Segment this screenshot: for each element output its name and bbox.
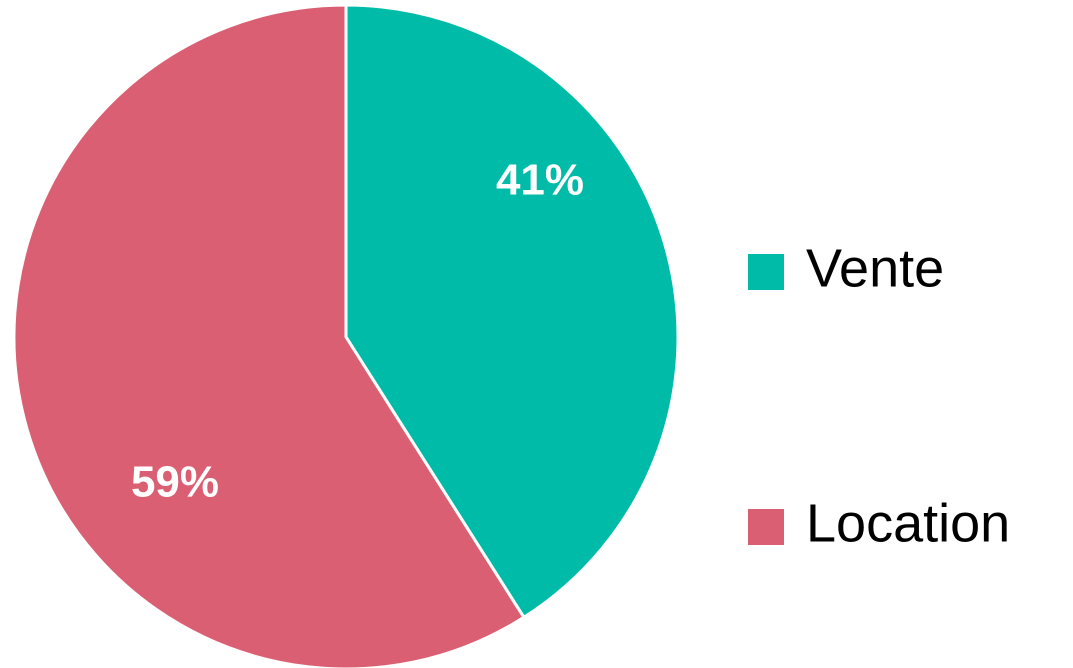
pie-slice <box>12 3 526 668</box>
legend-label: Location <box>806 493 1010 553</box>
legend-swatch <box>748 509 784 545</box>
pie-slice <box>344 3 680 620</box>
legend-swatch <box>748 254 784 290</box>
data-label: 59% <box>131 458 219 507</box>
data-label: 41% <box>496 156 584 205</box>
legend-label: Vente <box>806 238 944 298</box>
